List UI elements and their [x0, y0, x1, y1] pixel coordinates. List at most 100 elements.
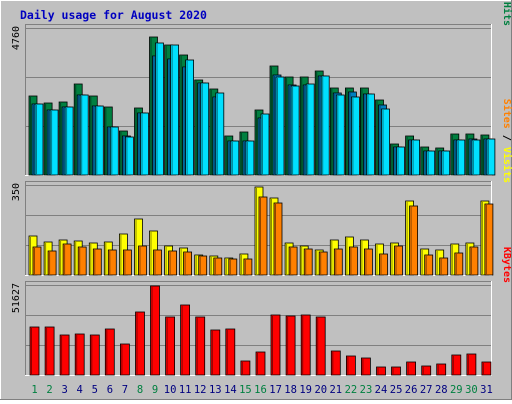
bar-kbytes-day-24 [376, 366, 386, 376]
bar-sites-day-15 [243, 258, 253, 276]
y-axis-max-label: 350 [11, 183, 22, 201]
x-tick-day-20: 20 [314, 384, 327, 396]
panel-top: 4760 Pages / Files / Hits [11, 0, 512, 176]
bar-pages-day-26 [411, 139, 421, 176]
legend-part: Hits [501, 2, 512, 26]
bar-sites-day-1 [32, 246, 42, 276]
bar-sites-day-11 [183, 251, 193, 276]
bar-kbytes-day-3 [59, 334, 70, 376]
bar-kbytes-day-20 [315, 316, 326, 376]
bar-kbytes-day-30 [466, 353, 477, 376]
bar-pages-day-13 [215, 92, 225, 176]
bar-pages-day-12 [200, 82, 210, 176]
bar-kbytes-day-13 [210, 329, 221, 376]
x-tick-day-1: 1 [31, 384, 37, 396]
x-tick-day-27: 27 [420, 384, 433, 396]
bar-kbytes-day-27 [421, 365, 432, 376]
x-tick-day-14: 14 [224, 384, 237, 396]
bar-pages-day-5 [94, 105, 104, 176]
bar-pages-day-15 [245, 140, 255, 176]
panel-bottom: 51627 KBytes [11, 247, 512, 376]
bar-pages-day-4 [79, 94, 89, 176]
bar-sites-day-20 [318, 251, 328, 276]
bar-kbytes-day-9 [150, 285, 160, 376]
x-tick-day-28: 28 [435, 384, 448, 396]
bar-sites-day-4 [77, 246, 87, 276]
x-tick-day-16: 16 [254, 384, 267, 396]
bar-kbytes-day-17 [270, 314, 281, 376]
y-axis-max-label: 4760 [11, 26, 22, 50]
bar-sites-day-13 [213, 257, 223, 276]
bar-pages-day-16 [260, 113, 270, 176]
bar-kbytes-day-21 [330, 350, 341, 376]
x-tick-day-11: 11 [179, 384, 192, 396]
bar-sites-day-21 [333, 248, 343, 276]
chart-panels: 4760 Pages / Files / Hits 350 Sites / Visit… [11, 0, 512, 376]
x-tick-day-25: 25 [390, 384, 403, 396]
bar-pages-day-11 [185, 59, 195, 176]
bar-pages-day-19 [305, 83, 315, 176]
bar-sites-day-7 [123, 249, 132, 276]
bar-sites-day-2 [47, 250, 57, 276]
bar-pages-day-30 [471, 139, 481, 176]
bar-sites-day-31 [484, 203, 494, 276]
bar-kbytes-day-12 [195, 316, 206, 376]
bar-pages-day-29 [456, 139, 466, 176]
bar-kbytes-day-1 [29, 326, 40, 376]
x-tick-day-22: 22 [345, 384, 358, 396]
bar-kbytes-day-29 [451, 354, 462, 376]
bar-pages-day-7 [125, 136, 134, 176]
x-tick-day-30: 30 [465, 384, 478, 396]
x-tick-day-9: 9 [152, 384, 158, 396]
bar-pages-day-17 [275, 76, 285, 176]
x-tick-day-7: 7 [122, 384, 128, 396]
bar-sites-day-29 [454, 252, 464, 276]
legend-part: Sites [501, 99, 512, 129]
bar-sites-day-16 [258, 196, 268, 276]
x-tick-day-26: 26 [405, 384, 418, 396]
bar-kbytes-day-18 [285, 315, 296, 376]
bar-kbytes-day-2 [44, 326, 55, 376]
panel-middle: 350 Sites / Visits [11, 99, 512, 276]
bar-kbytes-day-7 [120, 343, 130, 376]
x-tick-day-12: 12 [194, 384, 207, 396]
bar-sites-day-10 [168, 250, 178, 276]
bar-sites-day-18 [288, 246, 298, 276]
chart-title: Daily usage for August 2020 [20, 8, 207, 22]
bar-pages-day-10 [170, 44, 180, 176]
legend-part: / [501, 129, 512, 147]
bar-kbytes-day-25 [391, 366, 401, 376]
bar-sites-day-5 [92, 248, 102, 276]
bar-sites-day-30 [469, 246, 479, 276]
bar-sites-day-9 [153, 249, 162, 276]
bar-kbytes-day-22 [345, 355, 356, 376]
legend-part: Visits [501, 147, 512, 183]
legend-part: KBytes [501, 247, 512, 283]
x-tick-day-6: 6 [107, 384, 113, 396]
series-legend-label: Pages / Files / Hits [501, 0, 512, 26]
bar-sites-day-8 [138, 245, 147, 276]
x-tick-day-19: 19 [299, 384, 312, 396]
x-tick-day-18: 18 [284, 384, 297, 396]
bar-pages-day-2 [49, 109, 59, 176]
x-tick-day-23: 23 [360, 384, 373, 396]
bar-pages-day-21 [335, 94, 345, 176]
bar-pages-day-6 [109, 126, 119, 176]
bar-sites-day-19 [303, 248, 313, 276]
x-tick-day-31: 31 [480, 384, 493, 396]
legend-part: / [501, 0, 512, 2]
bar-kbytes-day-23 [360, 357, 371, 376]
bar-pages-day-25 [396, 146, 405, 176]
x-tick-day-3: 3 [62, 384, 68, 396]
bar-kbytes-day-26 [406, 361, 417, 376]
bar-pages-day-31 [486, 138, 496, 176]
bar-sites-day-17 [273, 202, 283, 276]
bar-kbytes-day-14 [225, 328, 236, 376]
bar-pages-day-22 [350, 96, 360, 176]
bar-sites-day-25 [394, 245, 403, 276]
bar-kbytes-day-19 [300, 314, 311, 376]
bar-kbytes-day-16 [255, 351, 266, 376]
bar-pages-day-14 [230, 140, 240, 176]
